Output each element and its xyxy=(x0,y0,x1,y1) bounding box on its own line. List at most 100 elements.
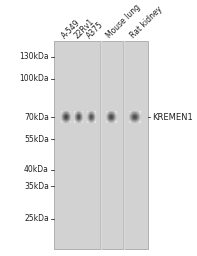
Bar xyxy=(94,112,95,113)
Bar xyxy=(63,113,64,114)
Bar xyxy=(90,118,91,119)
Bar xyxy=(109,114,110,115)
Bar xyxy=(88,117,89,118)
Bar xyxy=(70,121,71,122)
Bar xyxy=(112,113,113,114)
Bar xyxy=(67,111,68,112)
Bar xyxy=(90,111,91,112)
Bar xyxy=(64,118,65,119)
Bar xyxy=(68,112,69,113)
Bar xyxy=(130,116,131,117)
Bar xyxy=(135,120,136,121)
Bar xyxy=(108,115,109,116)
Bar xyxy=(134,117,135,118)
Bar xyxy=(108,121,109,122)
Bar xyxy=(78,115,79,116)
Bar xyxy=(133,111,134,112)
Bar xyxy=(95,117,96,118)
Bar xyxy=(95,115,96,116)
Bar xyxy=(129,118,130,119)
Bar xyxy=(129,117,130,118)
Bar xyxy=(137,121,138,122)
Bar xyxy=(113,120,114,121)
Bar xyxy=(132,115,133,116)
Bar xyxy=(63,114,64,115)
Bar xyxy=(112,119,113,120)
Bar xyxy=(67,120,68,121)
Bar xyxy=(62,117,63,118)
Bar xyxy=(140,113,141,114)
Bar xyxy=(65,115,66,116)
Bar xyxy=(110,114,111,115)
Bar xyxy=(137,115,138,116)
Bar xyxy=(137,117,138,118)
Bar xyxy=(131,117,132,118)
Bar xyxy=(112,122,113,123)
Bar xyxy=(111,118,112,119)
Bar xyxy=(114,114,115,115)
Bar xyxy=(69,119,70,120)
Bar xyxy=(109,116,110,117)
Bar xyxy=(80,113,81,114)
Bar xyxy=(87,112,88,113)
Bar xyxy=(82,120,83,121)
Bar xyxy=(132,119,133,120)
Bar xyxy=(74,113,75,114)
Bar xyxy=(138,120,139,121)
Bar xyxy=(89,120,90,121)
Bar xyxy=(129,112,130,113)
Bar xyxy=(78,113,79,114)
Bar xyxy=(133,116,134,117)
Bar xyxy=(93,111,94,112)
Bar xyxy=(80,121,81,122)
Bar xyxy=(69,111,70,112)
Bar xyxy=(133,121,134,122)
Bar xyxy=(140,121,141,122)
Bar xyxy=(131,111,132,112)
Bar xyxy=(129,117,130,118)
Bar xyxy=(82,119,83,120)
Bar xyxy=(90,113,91,114)
Bar xyxy=(113,115,114,116)
Bar xyxy=(61,116,62,117)
Bar xyxy=(62,121,63,122)
Bar xyxy=(82,113,83,114)
Bar xyxy=(75,122,76,123)
Bar xyxy=(61,112,62,113)
Bar xyxy=(92,116,93,117)
Bar xyxy=(115,117,116,118)
Bar xyxy=(112,113,113,114)
Bar xyxy=(131,118,132,119)
Bar xyxy=(78,113,79,114)
Bar xyxy=(78,120,79,121)
Bar xyxy=(137,113,138,114)
Bar xyxy=(66,113,67,114)
Bar xyxy=(108,113,109,114)
Bar xyxy=(133,122,134,123)
Bar xyxy=(67,122,68,123)
Bar xyxy=(68,122,69,123)
Bar xyxy=(110,118,111,119)
Bar xyxy=(80,113,81,114)
Bar xyxy=(92,113,93,114)
Bar xyxy=(108,111,109,112)
Bar xyxy=(66,122,67,123)
Bar xyxy=(65,114,66,115)
Bar xyxy=(115,113,116,114)
Bar xyxy=(70,120,71,121)
Bar xyxy=(140,117,141,118)
Bar xyxy=(108,116,109,117)
Bar xyxy=(66,118,67,119)
Bar xyxy=(80,113,81,114)
Bar xyxy=(77,122,78,123)
Bar xyxy=(80,115,81,116)
Bar xyxy=(82,117,83,118)
Bar xyxy=(74,117,75,118)
Bar xyxy=(91,112,92,113)
Bar xyxy=(70,117,71,118)
Bar xyxy=(132,114,133,115)
Bar xyxy=(88,121,89,122)
Bar xyxy=(75,117,76,118)
Bar xyxy=(63,112,64,113)
Bar xyxy=(76,118,77,119)
